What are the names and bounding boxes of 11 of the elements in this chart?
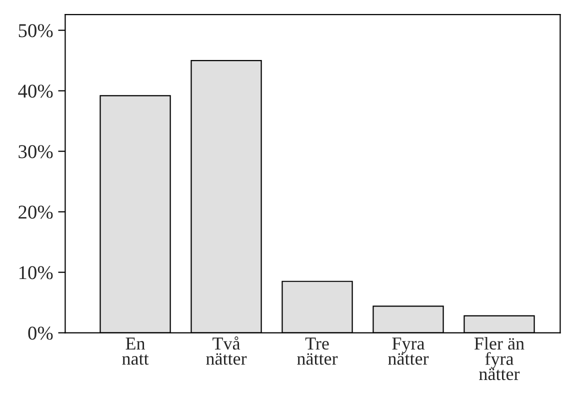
y-tick-label: 40%: [18, 84, 53, 98]
y-tick-label: 50%: [18, 24, 53, 38]
y-tick-label: 30%: [18, 145, 53, 158]
x-tick-label: Fyra nätter: [388, 338, 429, 365]
x-tick-label: Två nätter: [206, 336, 247, 365]
x-tick-label: Tre nätter: [297, 338, 338, 365]
y-tick-label: 0%: [28, 326, 53, 340]
x-tick-label: En natt: [122, 338, 149, 365]
x-tick-label: Fler än fyra nätter: [474, 336, 524, 380]
y-tick-label: 10%: [19, 266, 53, 280]
y-tick-label: 20%: [18, 206, 53, 219]
